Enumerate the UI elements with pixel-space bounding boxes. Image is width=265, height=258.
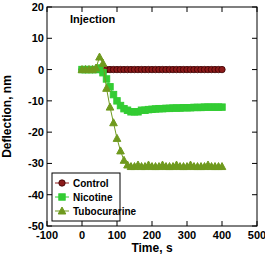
x-tick-top bbox=[117, 7, 118, 12]
y-tick-label: -10 bbox=[28, 95, 44, 107]
y-tick-right bbox=[252, 100, 257, 101]
data-point bbox=[96, 53, 104, 60]
x-tick bbox=[47, 221, 48, 226]
y-tick-label: -40 bbox=[28, 189, 44, 201]
y-tick bbox=[47, 132, 52, 133]
data-point bbox=[219, 104, 225, 110]
x-tick-top bbox=[222, 7, 223, 12]
x-tick-top bbox=[152, 7, 153, 12]
title: Injection bbox=[70, 13, 116, 25]
plot-frame bbox=[47, 7, 257, 226]
legend: Control Nicotine Tubocurarine bbox=[52, 173, 137, 221]
y-tick bbox=[47, 100, 52, 101]
legend-marker bbox=[59, 180, 65, 186]
data-point bbox=[110, 119, 118, 126]
x-tick-label: 500 bbox=[248, 229, 265, 241]
data-point bbox=[106, 103, 114, 110]
data-point bbox=[103, 76, 109, 82]
data-point bbox=[113, 134, 121, 141]
x-tick-label: 100 bbox=[108, 229, 126, 241]
x-tick bbox=[222, 221, 223, 226]
series-line bbox=[82, 68, 222, 112]
legend-label: Tubocurarine bbox=[73, 206, 137, 217]
data-point bbox=[92, 64, 100, 71]
y-axis-label: Deflection, nm bbox=[0, 75, 14, 158]
y-tick bbox=[47, 194, 52, 195]
data-point bbox=[110, 91, 116, 97]
plot-area bbox=[78, 53, 226, 170]
x-tick-top bbox=[47, 7, 48, 12]
y-tick-label: -50 bbox=[28, 220, 44, 232]
x-tick bbox=[187, 221, 188, 226]
series-line bbox=[82, 57, 222, 167]
y-tick-right bbox=[252, 69, 257, 70]
x-tick-top bbox=[187, 7, 188, 12]
legend-label: Control bbox=[73, 178, 109, 189]
x-tick bbox=[82, 221, 83, 226]
x-tick-label: 400 bbox=[213, 229, 231, 241]
data-point bbox=[99, 59, 107, 66]
y-tick-right bbox=[252, 194, 257, 195]
y-tick-label: -30 bbox=[28, 157, 44, 169]
x-tick-top bbox=[257, 7, 258, 12]
data-point bbox=[219, 66, 225, 72]
y-tick-right bbox=[252, 163, 257, 164]
series-1 bbox=[79, 65, 225, 115]
x-tick-top bbox=[82, 7, 83, 12]
chart: -1000100200300400500-50-40-30-20-1001020… bbox=[0, 0, 265, 258]
x-tick bbox=[117, 221, 118, 226]
y-tick-label: 0 bbox=[38, 64, 44, 76]
data-point bbox=[117, 147, 125, 154]
data-point bbox=[100, 70, 106, 76]
y-tick bbox=[47, 7, 52, 8]
x-tick-label: 200 bbox=[143, 229, 161, 241]
y-tick-label: 10 bbox=[32, 32, 44, 44]
y-tick bbox=[47, 163, 52, 164]
legend-marker bbox=[58, 207, 66, 214]
data-point bbox=[103, 84, 111, 91]
y-tick-label: 20 bbox=[32, 1, 44, 13]
y-tick bbox=[47, 69, 52, 70]
y-tick-right bbox=[252, 132, 257, 133]
x-axis-label: Time, s bbox=[131, 241, 172, 255]
y-tick-right bbox=[252, 38, 257, 39]
y-tick-label: -20 bbox=[28, 126, 44, 138]
series-2 bbox=[78, 53, 226, 170]
x-tick-label: 300 bbox=[178, 229, 196, 241]
y-tick bbox=[47, 38, 52, 39]
x-tick bbox=[152, 221, 153, 226]
y-tick bbox=[47, 226, 52, 227]
x-tick bbox=[257, 221, 258, 226]
y-tick-right bbox=[252, 226, 257, 227]
data-point bbox=[218, 163, 226, 170]
legend-marker bbox=[59, 194, 65, 200]
legend-label: Nicotine bbox=[73, 192, 113, 203]
y-tick-right bbox=[252, 7, 257, 8]
x-tick-label: 0 bbox=[79, 229, 85, 241]
